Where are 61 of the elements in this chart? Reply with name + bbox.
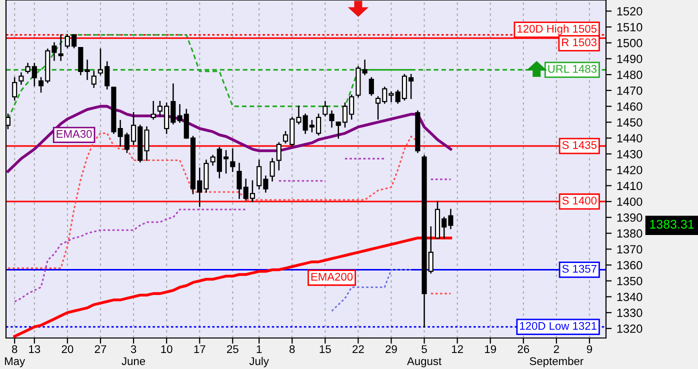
- candlestick: [58, 34, 64, 61]
- line-series: [13, 236, 452, 338]
- ref-line-label: URL 1483: [548, 64, 597, 73]
- x-tick-label: 26: [518, 345, 530, 354]
- ref-line-label: R 1503: [562, 38, 597, 46]
- y-tick-label: 1460: [617, 102, 642, 111]
- y-tick-label: 1420: [617, 166, 642, 174]
- candlestick: [362, 60, 368, 76]
- series-label: EMA30: [56, 130, 92, 138]
- candlestick: [368, 77, 374, 96]
- candlestick: [276, 142, 282, 170]
- x-tick-label: 17: [194, 345, 206, 353]
- y-tick-label: 1450: [617, 118, 642, 127]
- x-tick-label: 13: [29, 345, 40, 354]
- y-tick-label: 1390: [617, 213, 642, 222]
- series-label: EMA200: [311, 272, 353, 281]
- y-tick-label: 1430: [617, 150, 642, 158]
- x-tick-label: 10: [161, 345, 172, 354]
- x-tick-label: 1 July: [249, 345, 269, 368]
- x-tick-label: 8 May: [5, 345, 26, 368]
- y-tick-label: 1400: [617, 198, 642, 206]
- y-tick-label: 1510: [617, 23, 642, 32]
- text: 1383.31: [650, 220, 694, 229]
- ref-line-label: S 1400: [562, 196, 597, 205]
- y-tick-label: 1360: [617, 261, 642, 270]
- candlestick: [150, 100, 156, 120]
- x-tick-label: 12: [452, 345, 463, 353]
- candlestick: [12, 77, 18, 101]
- candlestick: [18, 72, 24, 85]
- y-tick-label: 1330: [617, 308, 642, 318]
- x-tick-label: 9: [586, 345, 592, 354]
- x-tick-label: 25: [227, 345, 238, 354]
- ref-line-label: 120D High 1505: [518, 24, 597, 35]
- x-tick-label: 2 September: [530, 345, 584, 368]
- y-tick-label: 1410: [617, 182, 642, 190]
- y-tick-label: 1380: [617, 229, 642, 238]
- y-tick-label: 1470: [617, 86, 642, 95]
- x-tick-label: 20: [62, 345, 74, 354]
- y-tick-label: 1490: [617, 54, 642, 64]
- y-tick-label: 1440: [617, 134, 642, 142]
- y-tick-label: 1350: [617, 276, 642, 286]
- x-tick-label: 29: [386, 345, 397, 354]
- y-tick-label: 1370: [617, 245, 642, 254]
- x-tick-label: 5 August: [407, 345, 442, 368]
- candlestick: [270, 158, 275, 182]
- x-tick-label: 15: [320, 345, 331, 354]
- ref-line-label: S 1357: [562, 264, 596, 273]
- y-tick-label: 1340: [617, 292, 642, 302]
- candlestick: [230, 148, 236, 172]
- x-tick-label: 3 June: [122, 345, 146, 366]
- x-tick-label: 19: [485, 345, 496, 354]
- y-tick-label: 1500: [617, 38, 642, 48]
- x-tick-label: 8: [290, 345, 295, 354]
- x-tick-label: 27: [94, 345, 106, 353]
- ref-line-label: 120D Low 1321: [520, 322, 596, 330]
- candlestick: [91, 70, 96, 88]
- ref-line-label: S 1435: [562, 141, 597, 149]
- y-tick-label: 1480: [617, 70, 642, 79]
- y-tick-label: 1320: [617, 324, 642, 333]
- y-tick-label: 1520: [617, 7, 642, 16]
- x-tick-label: 22: [352, 345, 364, 353]
